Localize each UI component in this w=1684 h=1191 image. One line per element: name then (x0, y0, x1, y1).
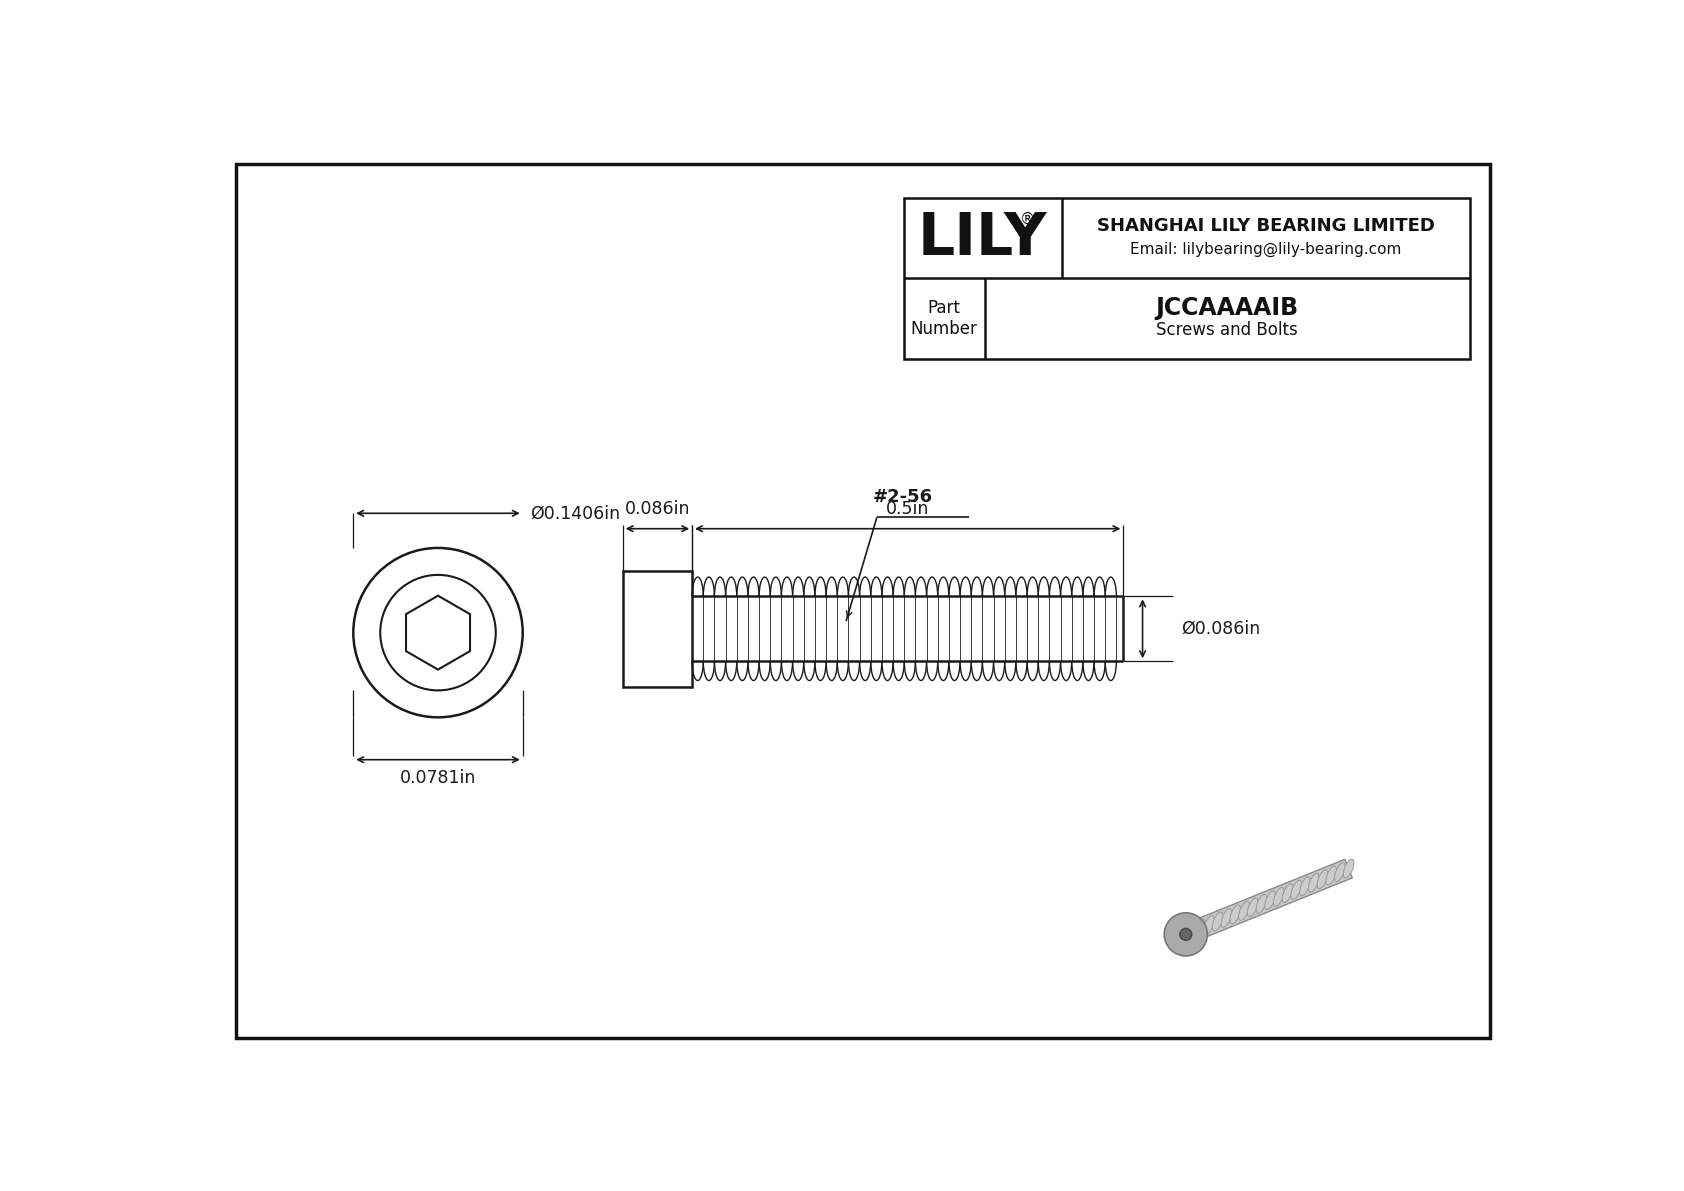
Ellipse shape (1196, 919, 1206, 939)
Bar (623, 570, 692, 686)
Ellipse shape (1335, 862, 1346, 881)
Bar (904, 198, 1470, 360)
Text: ®: ® (1021, 212, 1036, 227)
Ellipse shape (1300, 877, 1310, 896)
Polygon shape (1187, 860, 1352, 941)
Ellipse shape (1180, 929, 1192, 940)
Text: #2-56: #2-56 (872, 487, 933, 506)
Ellipse shape (1265, 891, 1275, 910)
Ellipse shape (1204, 916, 1214, 935)
Text: 0.0781in: 0.0781in (399, 769, 477, 787)
Ellipse shape (1282, 884, 1293, 903)
Ellipse shape (1273, 887, 1285, 906)
Ellipse shape (1317, 869, 1327, 888)
Ellipse shape (1239, 902, 1250, 921)
Ellipse shape (1212, 912, 1223, 931)
Circle shape (354, 548, 522, 717)
Ellipse shape (1164, 912, 1207, 956)
Text: JCCAAAAIB: JCCAAAAIB (1155, 297, 1298, 320)
Text: Ø0.086in: Ø0.086in (1180, 619, 1260, 638)
Text: LILY: LILY (918, 210, 1047, 267)
Ellipse shape (1186, 923, 1197, 941)
Ellipse shape (1221, 909, 1231, 928)
Text: Part
Number: Part Number (911, 299, 978, 338)
Text: Ø0.1406in: Ø0.1406in (530, 504, 620, 523)
Ellipse shape (1325, 866, 1337, 885)
Ellipse shape (1229, 905, 1241, 924)
Text: 0.086in: 0.086in (625, 500, 690, 518)
Ellipse shape (1292, 880, 1302, 899)
Text: SHANGHAI LILY BEARING LIMITED: SHANGHAI LILY BEARING LIMITED (1096, 218, 1435, 236)
Ellipse shape (1256, 894, 1266, 913)
Ellipse shape (1344, 859, 1354, 878)
Text: Email: lilybearing@lily-bearing.com: Email: lilybearing@lily-bearing.com (1130, 242, 1401, 257)
Text: 0.5in: 0.5in (886, 500, 930, 518)
Ellipse shape (1308, 873, 1319, 892)
Text: Screws and Bolts: Screws and Bolts (1157, 320, 1298, 338)
Ellipse shape (1248, 898, 1258, 917)
